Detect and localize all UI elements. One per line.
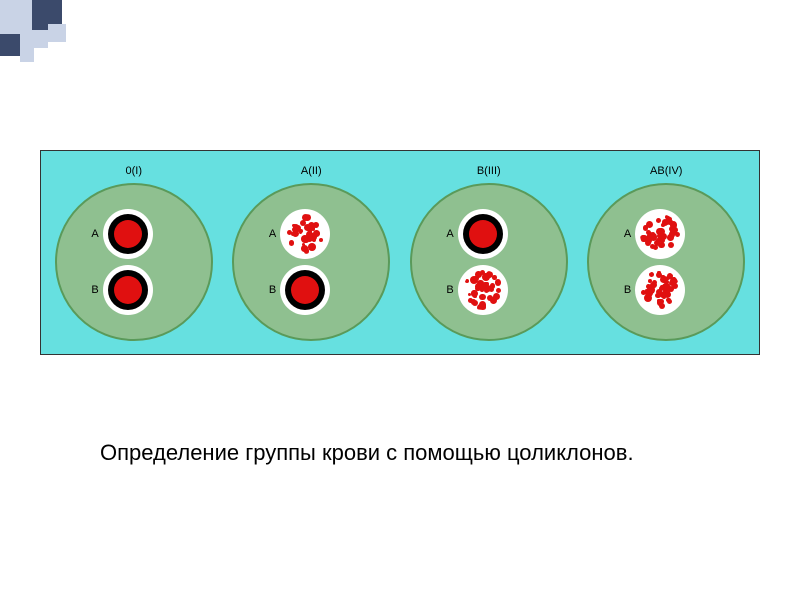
caption-text: Определение группы крови с помощью цолик… [100, 440, 700, 466]
well [280, 265, 330, 315]
corner-squares-svg [0, 0, 140, 80]
well [458, 265, 508, 315]
well-reagent-label: A [85, 228, 99, 240]
well-group: B [617, 265, 685, 315]
well-group: B [440, 265, 508, 315]
well-group: A [440, 209, 508, 259]
petri-dish-wrap: AB [232, 183, 390, 341]
blood-group-column: 0(I)AB [49, 165, 219, 341]
well [103, 209, 153, 259]
petri-dish-wrap: AB [587, 183, 745, 341]
well-reagent-label: A [440, 228, 454, 240]
sample-agglutinated [463, 270, 503, 310]
slide-root: 0(I)ABA(II)ABB(III)ABAB(IV)AB Определени… [0, 0, 800, 600]
well-reagent-label: A [262, 228, 276, 240]
sample-solid [108, 270, 148, 310]
sample-solid [108, 214, 148, 254]
sample-solid-center [469, 220, 497, 248]
sample-solid [285, 270, 325, 310]
sample-agglutinated [640, 270, 680, 310]
corner-decoration [0, 0, 140, 70]
blood-group-label: A(II) [301, 165, 322, 177]
petri-dish: AB [587, 183, 745, 341]
sample-solid-center [114, 276, 142, 304]
diagram-panel: 0(I)ABA(II)ABB(III)ABAB(IV)AB [40, 150, 760, 355]
well [635, 209, 685, 259]
well [103, 265, 153, 315]
well-group: A [262, 209, 330, 259]
well-reagent-label: A [617, 228, 631, 240]
blood-group-label: 0(I) [126, 165, 143, 177]
well [635, 265, 685, 315]
petri-dish: AB [232, 183, 390, 341]
sample-solid [463, 214, 503, 254]
well-reagent-label: B [262, 284, 276, 296]
well-reagent-label: B [440, 284, 454, 296]
well-reagent-label: B [617, 284, 631, 296]
blood-group-column: AB(IV)AB [581, 165, 751, 341]
blood-group-column: A(II)AB [226, 165, 396, 341]
blood-group-label: B(III) [477, 165, 501, 177]
well-group: A [85, 209, 153, 259]
well-group: B [262, 265, 330, 315]
sample-agglutinated [640, 214, 680, 254]
blood-group-label: AB(IV) [650, 165, 682, 177]
petri-dish-wrap: AB [410, 183, 568, 341]
well-group: A [617, 209, 685, 259]
blood-group-column: B(III)AB [404, 165, 574, 341]
well-group: B [85, 265, 153, 315]
petri-dish: AB [55, 183, 213, 341]
sample-solid-center [291, 276, 319, 304]
petri-dish-wrap: AB [55, 183, 213, 341]
well [458, 209, 508, 259]
sample-agglutinated [285, 214, 325, 254]
well-reagent-label: B [85, 284, 99, 296]
petri-dish: AB [410, 183, 568, 341]
sample-solid-center [114, 220, 142, 248]
well [280, 209, 330, 259]
